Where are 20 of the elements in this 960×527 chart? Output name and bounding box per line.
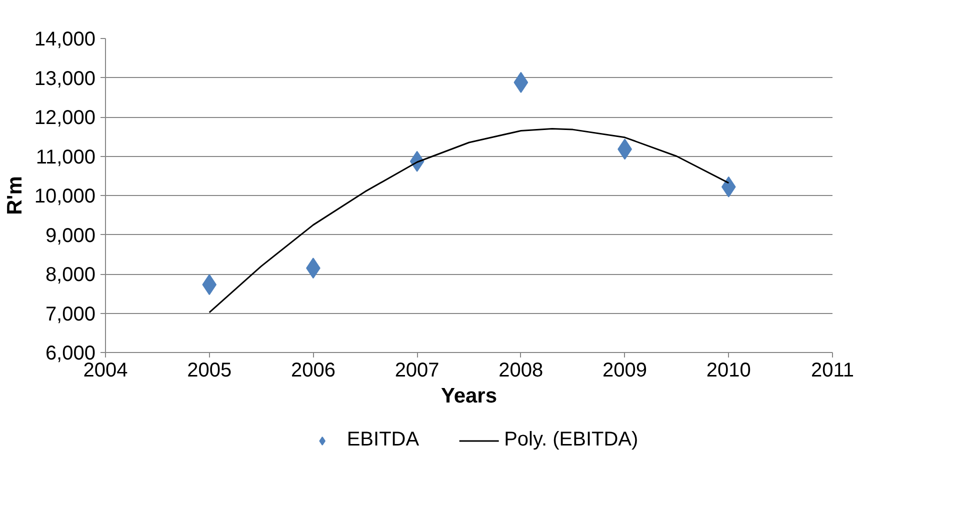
x-tick-label: 2007 [394,360,440,382]
y-axis-title: R'm [3,176,26,215]
legend-label: Poly. (EBITDA) [504,428,638,452]
y-tick-label: 11,000 [36,146,96,168]
x-tick-label: 2008 [498,360,544,382]
x-tick-label: 2005 [187,360,232,382]
y-tick-label: 10,000 [34,186,96,208]
y-tick-label: 9,000 [45,224,96,247]
x-tick-label: 2010 [706,360,751,382]
x-tick-label: 2004 [83,360,128,382]
y-tick-label: 13,000 [34,68,96,90]
legend-label: EBITDA [346,428,420,452]
y-tick-label: 7,000 [45,303,96,326]
x-tick-label: 2009 [602,360,648,382]
x-tick-label: 2006 [290,360,336,382]
y-tick-label: 8,000 [45,264,96,286]
x-axis-title: Years [440,384,498,408]
y-tick-label: 12,000 [34,107,96,129]
x-tick-label: 2011 [810,360,854,382]
y-tick-label: 14,000 [34,28,96,50]
